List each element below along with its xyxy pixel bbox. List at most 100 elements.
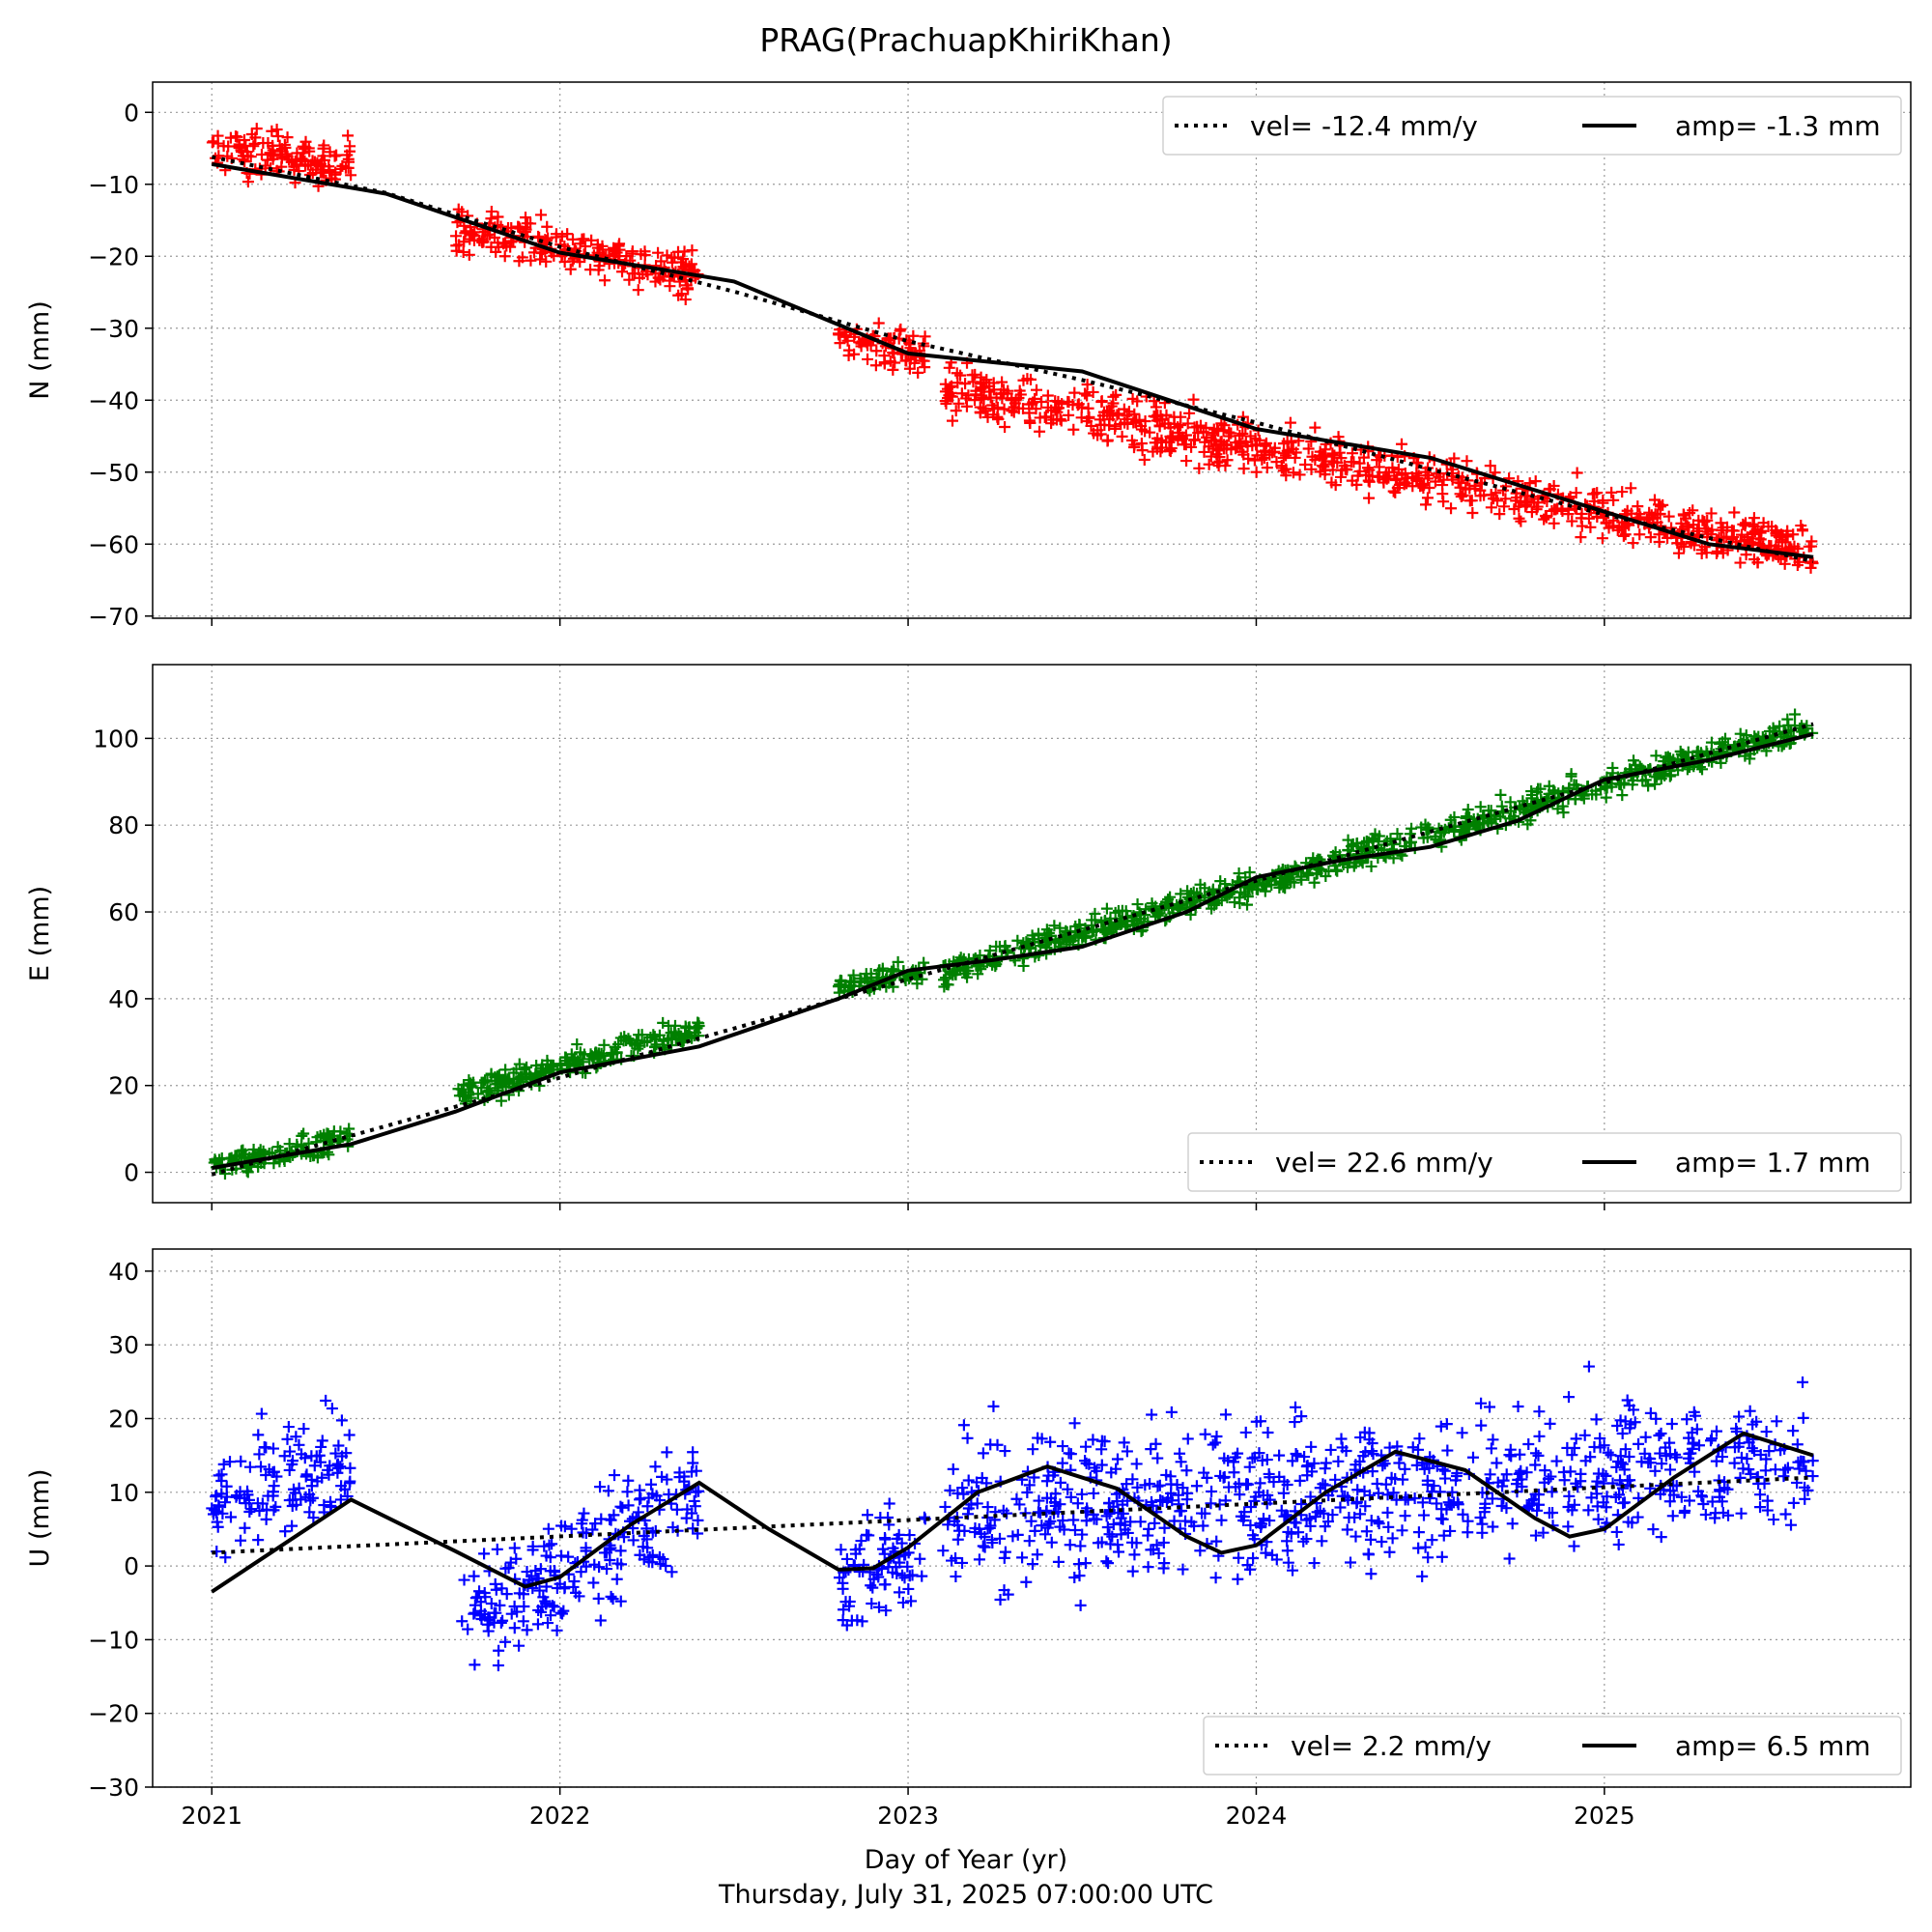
data-point bbox=[1681, 1413, 1693, 1426]
data-point bbox=[1100, 1555, 1113, 1568]
x-tick-label: 2023 bbox=[877, 1802, 939, 1830]
data-point bbox=[592, 264, 605, 276]
data-point bbox=[485, 1068, 497, 1081]
data-point bbox=[1247, 1552, 1260, 1565]
data-point bbox=[1287, 467, 1299, 479]
data-point bbox=[1487, 1434, 1499, 1446]
data-point bbox=[271, 129, 284, 142]
data-point bbox=[1255, 1520, 1267, 1532]
data-point bbox=[1632, 500, 1644, 513]
data-point bbox=[323, 1149, 335, 1161]
data-point bbox=[1091, 1464, 1103, 1477]
data-point bbox=[1087, 1434, 1099, 1446]
data-point bbox=[969, 1522, 981, 1535]
data-point bbox=[1487, 1520, 1499, 1533]
data-point bbox=[633, 271, 645, 284]
data-point bbox=[1391, 828, 1404, 840]
data-point bbox=[1157, 1536, 1170, 1548]
data-point bbox=[1590, 1413, 1603, 1426]
data-point bbox=[1500, 1502, 1513, 1515]
data-point bbox=[879, 1533, 892, 1546]
data-point bbox=[617, 1035, 630, 1047]
data-point bbox=[902, 1582, 915, 1595]
data-point bbox=[1088, 1487, 1100, 1499]
data-point bbox=[1040, 1504, 1053, 1517]
data-point bbox=[1496, 807, 1509, 819]
data-point bbox=[1582, 1360, 1595, 1373]
data-point bbox=[1386, 1532, 1399, 1545]
data-point bbox=[1147, 1499, 1159, 1512]
data-point bbox=[1614, 1414, 1627, 1427]
data-point bbox=[1570, 487, 1582, 499]
data-point bbox=[1261, 462, 1273, 474]
data-point bbox=[947, 1463, 959, 1475]
y-tick-label: −20 bbox=[88, 242, 139, 270]
data-point bbox=[1644, 1406, 1657, 1419]
data-point bbox=[898, 1572, 911, 1584]
data-point bbox=[1290, 1448, 1302, 1461]
data-point bbox=[866, 1597, 878, 1609]
plot-area bbox=[206, 1360, 1819, 1672]
data-point bbox=[1792, 542, 1804, 554]
data-point bbox=[1545, 1470, 1557, 1483]
y-tick-label: 20 bbox=[108, 1072, 139, 1100]
data-point bbox=[1262, 1489, 1274, 1501]
data-point bbox=[291, 147, 303, 159]
data-point bbox=[1293, 469, 1306, 481]
data-point bbox=[1089, 907, 1101, 920]
data-point bbox=[1440, 1503, 1453, 1516]
data-point bbox=[616, 1501, 629, 1514]
data-point bbox=[614, 1595, 627, 1607]
data-point bbox=[1763, 1445, 1776, 1458]
data-point bbox=[1273, 1449, 1286, 1462]
data-point bbox=[299, 159, 312, 172]
data-point bbox=[678, 245, 691, 258]
data-point bbox=[1616, 486, 1629, 498]
data-point bbox=[345, 169, 357, 182]
data-point bbox=[652, 246, 665, 259]
data-point bbox=[1121, 1445, 1133, 1458]
data-point bbox=[513, 255, 526, 268]
data-point bbox=[294, 153, 306, 165]
y-tick-label: −10 bbox=[88, 1626, 139, 1654]
data-point bbox=[1363, 464, 1376, 476]
data-point bbox=[1199, 1428, 1211, 1440]
data-point bbox=[478, 1587, 491, 1600]
data-point bbox=[1027, 1443, 1039, 1456]
data-point bbox=[1634, 528, 1646, 541]
data-point bbox=[872, 317, 885, 329]
data-point bbox=[1094, 413, 1106, 426]
data-point bbox=[1705, 736, 1718, 749]
data-point bbox=[1457, 1508, 1469, 1520]
data-point bbox=[950, 405, 962, 417]
data-point bbox=[693, 1017, 705, 1030]
data-point bbox=[1597, 497, 1609, 509]
data-point bbox=[1215, 1514, 1228, 1526]
data-point bbox=[1665, 1418, 1678, 1431]
data-point bbox=[1440, 1418, 1453, 1431]
data-point bbox=[1044, 1515, 1057, 1527]
data-point bbox=[499, 1064, 512, 1076]
data-point bbox=[1622, 1516, 1634, 1528]
data-point bbox=[1797, 525, 1809, 537]
legend: vel= -12.4 mm/y amp= -1.3 mm bbox=[1162, 96, 1902, 156]
data-point bbox=[1104, 1538, 1117, 1550]
data-point bbox=[283, 1463, 296, 1476]
data-point bbox=[235, 1145, 247, 1157]
legend-box bbox=[1187, 1132, 1902, 1192]
data-point bbox=[1060, 933, 1072, 946]
data-point bbox=[682, 283, 695, 296]
data-point bbox=[453, 239, 466, 251]
data-point bbox=[1474, 490, 1487, 502]
data-point bbox=[1466, 506, 1479, 519]
data-point bbox=[679, 1020, 692, 1033]
data-point bbox=[1499, 493, 1512, 505]
data-point bbox=[660, 1560, 672, 1572]
data-point bbox=[622, 1499, 635, 1512]
data-point bbox=[306, 1492, 319, 1504]
data-point bbox=[991, 1438, 1004, 1451]
data-point bbox=[1107, 1518, 1120, 1530]
data-point bbox=[230, 1491, 242, 1503]
data-point bbox=[1182, 891, 1195, 903]
data-point bbox=[1100, 902, 1113, 915]
